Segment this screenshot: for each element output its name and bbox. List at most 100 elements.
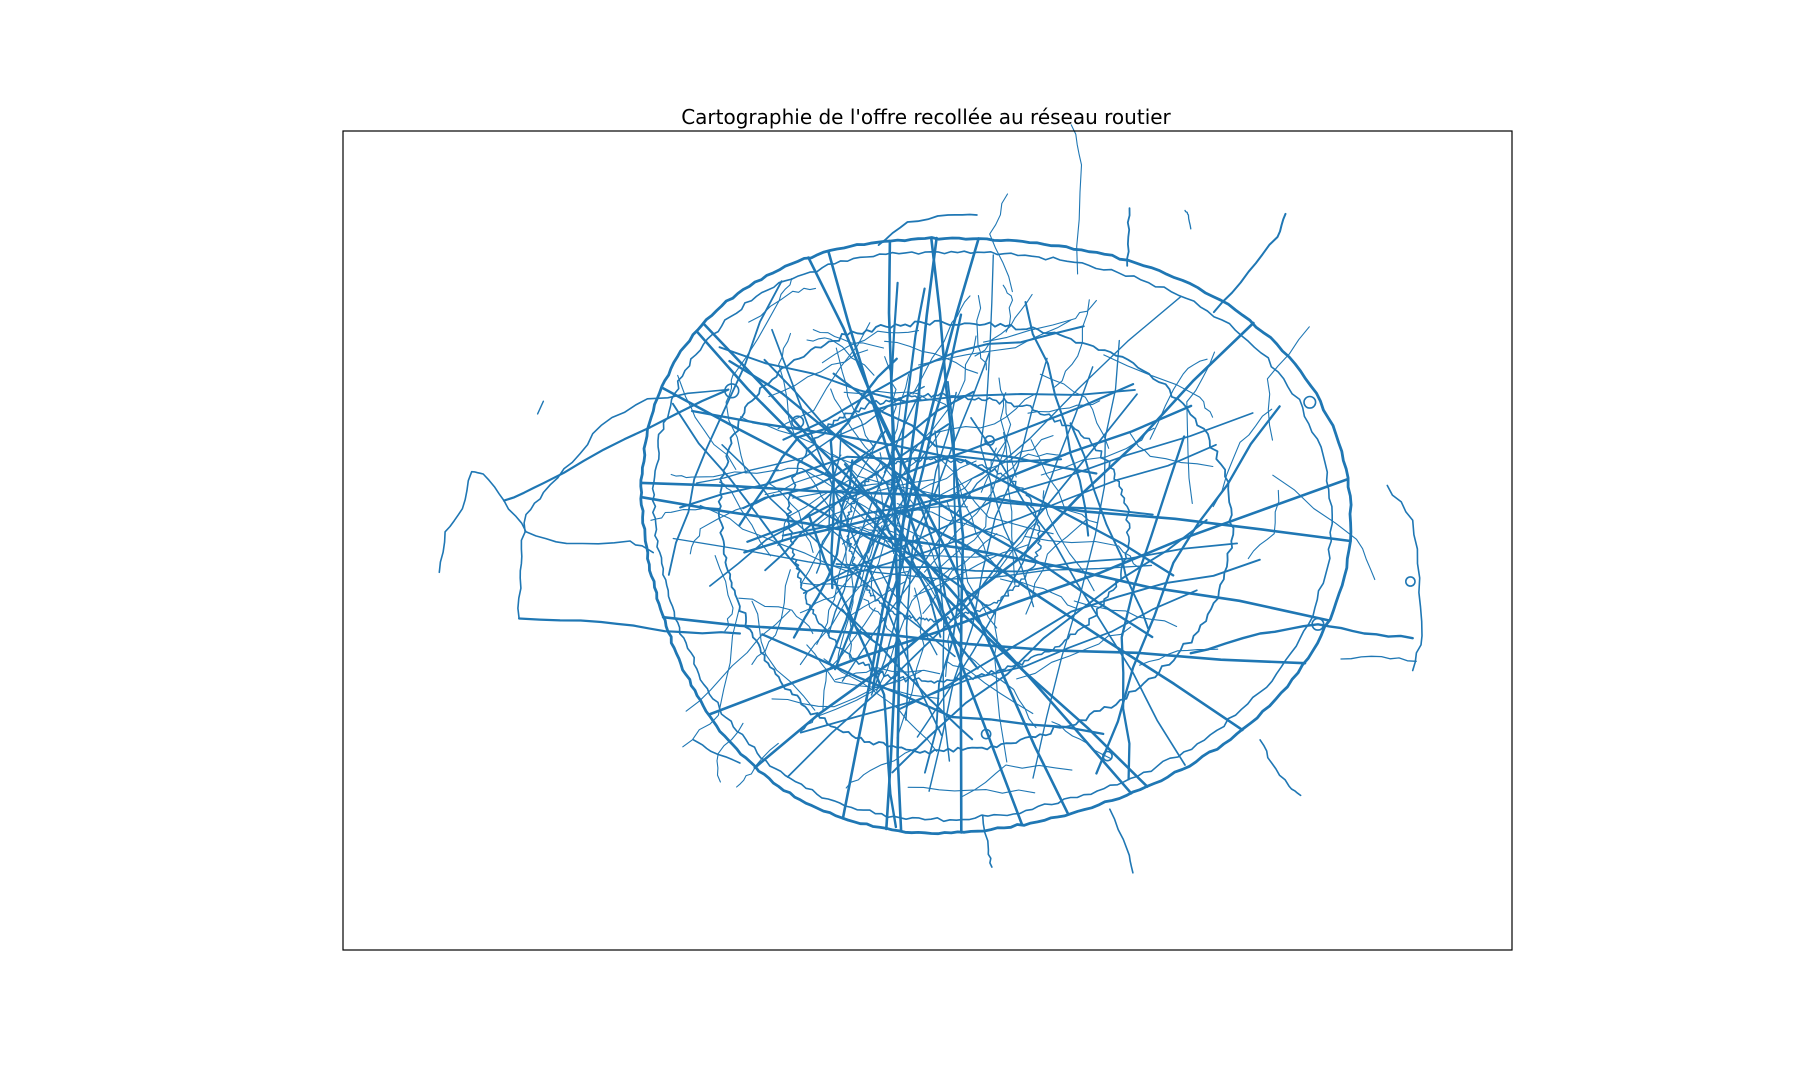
major-avenue bbox=[661, 615, 1307, 665]
local-street bbox=[768, 349, 869, 398]
local-street bbox=[875, 566, 953, 692]
street bbox=[871, 313, 963, 690]
street bbox=[1386, 484, 1423, 672]
local-street bbox=[1042, 490, 1095, 592]
local-street bbox=[1000, 392, 1017, 478]
street bbox=[923, 380, 960, 774]
local-street bbox=[976, 295, 987, 371]
local-street bbox=[1030, 439, 1098, 524]
local-street bbox=[773, 467, 887, 522]
local-street bbox=[1016, 626, 1132, 680]
major-avenue bbox=[827, 250, 1024, 827]
local-street bbox=[1053, 299, 1090, 388]
local-street bbox=[907, 786, 1036, 794]
local-street bbox=[1266, 326, 1310, 441]
local-street bbox=[718, 481, 772, 557]
local-street bbox=[650, 507, 721, 521]
street bbox=[690, 409, 1175, 577]
local-street bbox=[748, 287, 817, 323]
street bbox=[815, 429, 842, 574]
local-street bbox=[751, 569, 791, 665]
street bbox=[1109, 808, 1134, 874]
major-avenue bbox=[502, 388, 730, 502]
local-street bbox=[843, 390, 947, 406]
street bbox=[517, 388, 730, 620]
street bbox=[827, 281, 899, 665]
local-street bbox=[884, 340, 979, 374]
local-street bbox=[834, 666, 941, 681]
local-street bbox=[962, 764, 1073, 797]
major-avenue bbox=[1189, 623, 1414, 655]
local-street bbox=[714, 555, 734, 632]
street bbox=[877, 213, 978, 247]
street bbox=[934, 430, 951, 762]
local-street bbox=[961, 650, 1037, 729]
peripheral-boulevard bbox=[639, 236, 1353, 836]
local-street bbox=[1051, 721, 1112, 760]
street bbox=[536, 400, 545, 415]
street bbox=[792, 459, 854, 639]
local-street bbox=[806, 337, 875, 376]
street bbox=[721, 444, 956, 658]
local-street bbox=[806, 644, 940, 699]
local-street bbox=[890, 457, 898, 564]
street bbox=[802, 412, 1254, 594]
local-street bbox=[778, 332, 796, 436]
roundabout bbox=[1102, 750, 1113, 762]
street bbox=[799, 589, 1198, 734]
local-street bbox=[1149, 358, 1208, 440]
local-street bbox=[912, 295, 971, 395]
roundabout bbox=[724, 383, 740, 399]
local-street bbox=[893, 524, 939, 569]
local-street bbox=[989, 193, 1013, 293]
street bbox=[843, 463, 996, 615]
local-street bbox=[863, 598, 900, 645]
local-street bbox=[920, 574, 952, 678]
local-street bbox=[1070, 124, 1083, 275]
major-avenue bbox=[660, 386, 1244, 732]
local-street bbox=[682, 609, 740, 748]
local-street bbox=[993, 608, 1008, 763]
local-street bbox=[716, 722, 744, 783]
street bbox=[709, 430, 887, 587]
local-street bbox=[1212, 408, 1273, 508]
street bbox=[970, 417, 1186, 766]
roundabout bbox=[984, 435, 995, 446]
local-street bbox=[766, 481, 814, 554]
local-street bbox=[1073, 600, 1178, 628]
major-avenue bbox=[640, 495, 1331, 622]
local-street bbox=[836, 521, 854, 632]
street bbox=[438, 470, 505, 574]
roundabout bbox=[980, 728, 992, 740]
ring-road bbox=[651, 250, 1333, 823]
local-street bbox=[936, 392, 1037, 433]
local-street bbox=[923, 436, 1008, 573]
street bbox=[1024, 300, 1090, 537]
local-street bbox=[804, 469, 897, 546]
street bbox=[981, 814, 993, 868]
local-street bbox=[822, 607, 876, 711]
roundabout bbox=[1311, 617, 1325, 631]
local-street bbox=[974, 293, 1033, 357]
local-street bbox=[689, 494, 775, 555]
local-street bbox=[953, 470, 1001, 576]
street bbox=[1212, 212, 1287, 314]
street bbox=[695, 385, 925, 484]
roundabout bbox=[791, 415, 805, 429]
major-avenue bbox=[929, 237, 965, 834]
local-street bbox=[835, 347, 875, 448]
street bbox=[692, 739, 741, 764]
local-street bbox=[812, 329, 885, 349]
street bbox=[829, 357, 898, 590]
local-street bbox=[894, 460, 977, 495]
local-street bbox=[913, 543, 1030, 597]
local-street bbox=[1024, 535, 1141, 569]
local-street bbox=[848, 536, 887, 662]
local-street bbox=[699, 504, 853, 574]
local-street bbox=[996, 453, 1066, 483]
local-street bbox=[1039, 373, 1110, 449]
local-street bbox=[933, 483, 992, 574]
street bbox=[667, 280, 783, 576]
street bbox=[827, 392, 921, 637]
